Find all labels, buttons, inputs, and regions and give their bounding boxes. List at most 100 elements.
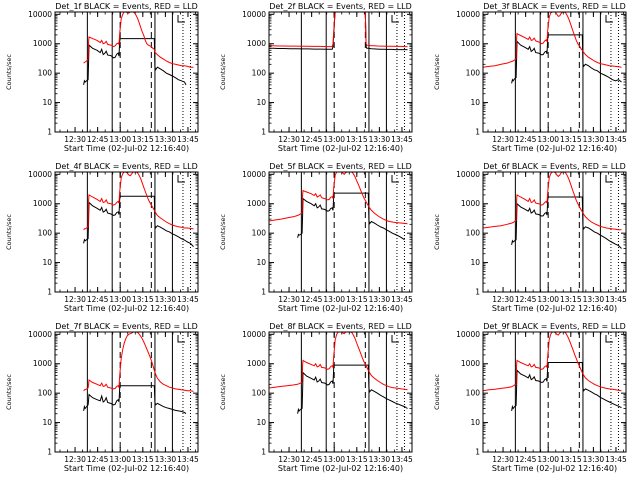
x-tick-label: 12:30 (64, 295, 86, 304)
y-tick-label: 100 (252, 389, 267, 398)
x-tick-label: 13:45 (177, 295, 199, 304)
y-tick-label: 10000 (242, 170, 266, 179)
y-tick-label: 1000 (33, 199, 52, 208)
lld-series-line (483, 172, 622, 231)
chart-panel-2: Det_2f BLACK = Events, RED = LLD Counts/s… (219, 2, 413, 153)
x-tick-label: 13:45 (177, 135, 199, 144)
y-tick-label: 10 (470, 98, 480, 107)
y-tick-label: 1000 (33, 39, 52, 48)
y-tick-label: 1 (47, 288, 52, 297)
chart-panel-9: Det_9f BLACK = Events, RED = LLD Counts/s… (433, 322, 627, 473)
x-tick-label: 13:30 (369, 135, 391, 144)
events-series-line (511, 34, 622, 84)
y-tick-label: 1000 (461, 359, 480, 368)
x-tick-label: 13:00 (109, 295, 131, 304)
y-tick-label: 100 (38, 69, 53, 78)
corner-mark (391, 335, 399, 343)
chart-title: Det_7f BLACK = Events, RED = LLD (55, 322, 198, 331)
y-tick-label: 100 (466, 229, 481, 238)
x-tick-label: 12:45 (301, 135, 323, 144)
corner-mark (391, 15, 399, 23)
chart-panel-3: Det_3f BLACK = Events, RED = LLD Counts/s… (433, 2, 627, 153)
events-series-line (269, 12, 408, 51)
y-tick-label: 1 (475, 128, 480, 137)
x-axis-label: Start Time (02-Jul-02 12:16:40) (278, 464, 403, 473)
y-axis-label: Counts/sec (433, 214, 441, 250)
x-tick-label: 13:00 (323, 135, 345, 144)
x-tick-label: 12:30 (278, 135, 300, 144)
corner-mark (177, 175, 185, 183)
lld-series-line (483, 12, 622, 68)
y-tick-label: 10 (42, 98, 52, 107)
y-tick-label: 10 (42, 418, 52, 427)
y-tick-label: 10000 (456, 330, 480, 339)
x-tick-label: 13:00 (537, 295, 559, 304)
y-tick-label: 1 (475, 448, 480, 457)
x-tick-label: 13:30 (155, 135, 177, 144)
y-axis-label: Counts/sec (433, 374, 441, 410)
x-axis-label: Start Time (02-Jul-02 12:16:40) (492, 304, 617, 313)
x-tick-label: 12:30 (278, 455, 300, 464)
x-tick-label: 12:45 (515, 455, 537, 464)
y-tick-label: 100 (466, 69, 481, 78)
x-tick-label: 12:45 (87, 295, 109, 304)
lld-series-line (269, 332, 408, 391)
x-axis-label: Start Time (02-Jul-02 12:16:40) (64, 144, 189, 153)
x-tick-label: 13:45 (177, 455, 199, 464)
x-tick-label: 13:15 (346, 455, 368, 464)
x-axis-label: Start Time (02-Jul-02 12:16:40) (64, 464, 189, 473)
x-tick-label: 13:00 (323, 455, 345, 464)
lld-series-line (83, 172, 194, 231)
events-series-line (83, 385, 187, 415)
x-tick-label: 13:30 (155, 455, 177, 464)
chart-panel-4: Det_4f BLACK = Events, RED = LLD Counts/s… (5, 162, 199, 313)
x-tick-label: 12:45 (87, 455, 109, 464)
series-group (269, 12, 408, 51)
x-tick-label: 13:00 (537, 135, 559, 144)
chart-title: Det_2f BLACK = Events, RED = LLD (269, 2, 412, 11)
events-series-line (83, 38, 187, 86)
x-tick-label: 13:30 (369, 295, 391, 304)
y-axis-label: Counts/sec (5, 374, 13, 410)
y-axis-label: Counts/sec (5, 214, 13, 250)
x-tick-label: 13:30 (583, 135, 605, 144)
x-tick-label: 12:30 (278, 295, 300, 304)
x-axis-label: Start Time (02-Jul-02 12:16:40) (492, 144, 617, 153)
x-tick-label: 13:45 (391, 455, 413, 464)
x-tick-label: 12:30 (64, 135, 86, 144)
x-tick-label: 12:30 (492, 295, 514, 304)
y-tick-label: 1000 (33, 359, 52, 368)
y-tick-label: 10 (256, 418, 266, 427)
x-tick-label: 13:00 (109, 135, 131, 144)
plot-frame (482, 331, 627, 453)
x-tick-label: 13:00 (323, 295, 345, 304)
plot-frame (54, 11, 199, 133)
y-axis-label: Counts/sec (219, 374, 227, 410)
x-tick-label: 13:30 (155, 295, 177, 304)
corner-mark (605, 175, 613, 183)
lld-series-line (269, 12, 408, 48)
chart-title: Det_3f BLACK = Events, RED = LLD (483, 2, 626, 11)
lld-series-line (83, 332, 194, 392)
plot-frame (54, 331, 199, 453)
events-series-line (83, 195, 194, 247)
x-tick-label: 13:00 (537, 455, 559, 464)
x-tick-label: 13:15 (132, 135, 154, 144)
y-tick-label: 100 (252, 229, 267, 238)
y-tick-label: 10000 (456, 170, 480, 179)
corner-mark (177, 15, 185, 23)
x-tick-label: 13:45 (605, 135, 627, 144)
x-tick-label: 13:15 (560, 135, 582, 144)
corner-mark (177, 335, 185, 343)
y-tick-label: 10 (42, 258, 52, 267)
y-axis-label: Counts/sec (219, 214, 227, 250)
y-tick-label: 10000 (456, 10, 480, 19)
chart-panel-7: Det_7f BLACK = Events, RED = LLD Counts/s… (5, 322, 199, 473)
y-tick-label: 1000 (461, 39, 480, 48)
y-tick-label: 1000 (247, 359, 266, 368)
y-tick-label: 1000 (461, 199, 480, 208)
y-tick-label: 1 (47, 448, 52, 457)
x-tick-label: 13:15 (132, 455, 154, 464)
corner-mark (605, 15, 613, 23)
x-tick-label: 13:45 (391, 135, 413, 144)
